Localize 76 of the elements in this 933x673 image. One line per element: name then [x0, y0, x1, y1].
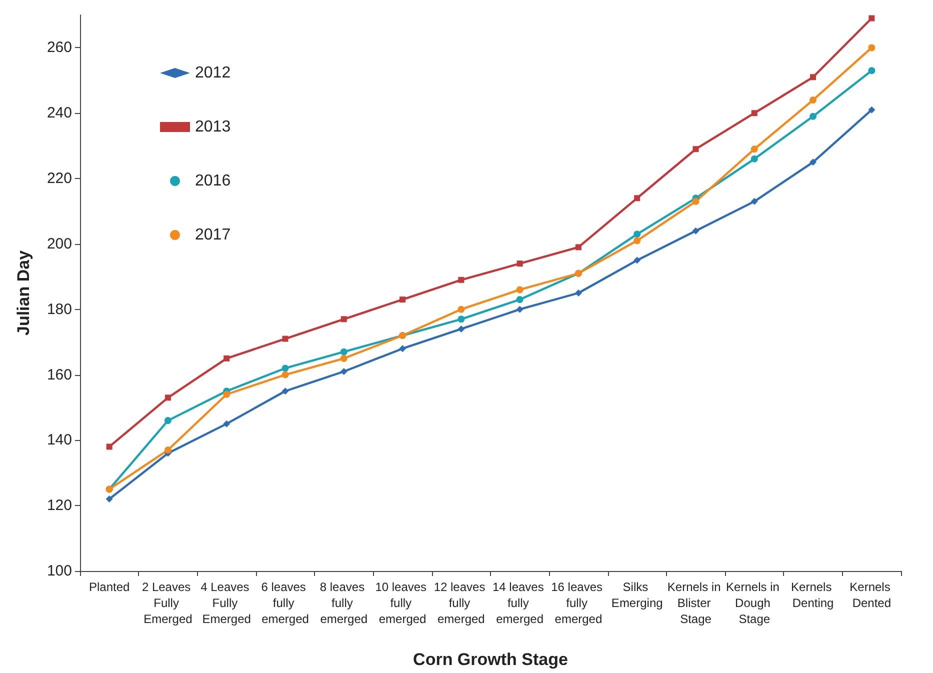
legend-label: 2017 — [195, 226, 231, 244]
x-tick-label: Kernels Dented — [850, 580, 894, 610]
point — [810, 96, 817, 104]
point — [400, 296, 406, 303]
y-tick-label: 260 — [46, 39, 72, 56]
y-tick-label: 240 — [46, 104, 72, 122]
point — [458, 276, 464, 283]
y-axis-title: Julian Day — [14, 250, 33, 336]
point — [164, 417, 172, 424]
point — [340, 316, 347, 322]
point — [810, 74, 816, 80]
point — [106, 496, 113, 503]
point — [164, 394, 171, 401]
y-tick-label: 180 — [46, 300, 72, 318]
point — [399, 345, 406, 352]
x-tick-label: 10 leaves fully emerged — [375, 580, 430, 626]
x-tick-label: Silks Emerging — [611, 580, 663, 610]
point — [868, 106, 876, 114]
point — [224, 355, 230, 362]
x-tick-label: 8 leaves fully emerged — [320, 580, 368, 626]
point — [634, 256, 641, 264]
x-tick-label: 2 Leaves Fully Emerged — [142, 580, 194, 626]
point — [751, 110, 758, 116]
point — [458, 325, 465, 332]
point — [458, 306, 465, 313]
y-tick-label: 140 — [46, 432, 72, 449]
point — [516, 306, 524, 313]
y-tick-label: 200 — [46, 235, 72, 252]
point — [282, 371, 289, 378]
point — [223, 390, 230, 398]
point — [574, 290, 582, 296]
point — [634, 237, 641, 244]
point — [106, 444, 112, 450]
point — [516, 296, 524, 304]
point — [223, 420, 230, 428]
point — [868, 67, 876, 74]
x-tick-label: 4 Leaves Fully Emerged — [200, 580, 253, 626]
legend-label: 2013 — [195, 118, 231, 136]
y-tick-label: 160 — [46, 366, 72, 384]
point — [810, 158, 817, 166]
point — [810, 112, 817, 120]
x-tick-label: Kernels in Dough Stage — [726, 580, 783, 626]
y-tick-label: 100 — [46, 562, 72, 580]
point — [282, 364, 289, 372]
point — [750, 146, 758, 153]
point — [634, 230, 641, 238]
x-tick-label: Kernels in Blister Stage — [667, 580, 724, 626]
point — [750, 155, 758, 162]
point — [634, 195, 640, 202]
y-tick-label: 120 — [46, 497, 72, 514]
x-tick-label: Planted — [88, 580, 130, 594]
x-tick-label: 12 leaves fully emerged — [434, 580, 489, 626]
point — [164, 446, 172, 454]
legend-label: 2012 — [195, 64, 231, 82]
point — [282, 336, 288, 342]
point — [516, 286, 524, 294]
point — [340, 348, 348, 356]
x-axis-title: Corn Growth Stage — [413, 650, 568, 669]
point — [516, 260, 523, 267]
y-tick-label: 220 — [46, 170, 72, 188]
point — [282, 388, 289, 395]
point — [692, 198, 700, 205]
legend-label: 2016 — [195, 172, 231, 190]
point — [340, 368, 348, 375]
x-tick-label: Kernels Denting — [791, 580, 836, 610]
x-tick-label: 16 leaves fully emerged — [551, 580, 606, 626]
point — [458, 316, 465, 323]
point — [692, 227, 700, 234]
point — [340, 354, 348, 362]
x-tick-label: 6 leaves fully emerged — [261, 580, 310, 626]
point — [868, 15, 875, 22]
point — [868, 44, 876, 52]
point — [692, 146, 699, 152]
point — [575, 244, 582, 250]
x-tick-label: 14 leaves fully emerged — [492, 580, 548, 626]
point — [750, 198, 758, 205]
